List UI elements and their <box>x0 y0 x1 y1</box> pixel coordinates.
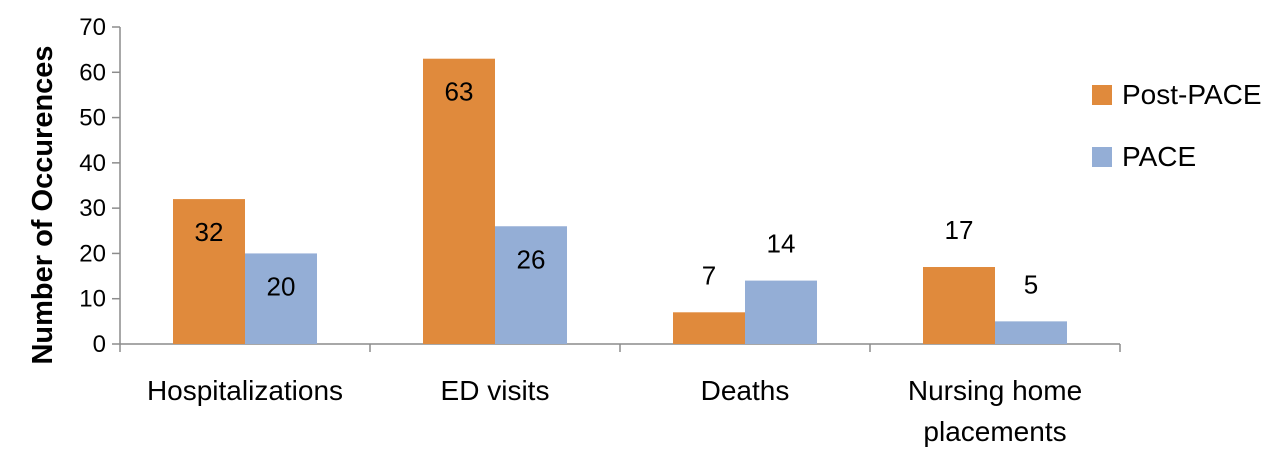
y-tick-label: 0 <box>93 331 106 358</box>
data-label: 14 <box>767 229 796 259</box>
bar-pace <box>745 280 817 344</box>
data-label: 63 <box>445 77 474 107</box>
bar-post-pace <box>923 267 995 344</box>
legend-swatch <box>1092 85 1112 105</box>
bar-pace <box>245 253 317 344</box>
legend-swatch <box>1092 147 1112 167</box>
x-category-label: Deaths <box>701 375 790 406</box>
bar-pace <box>995 321 1067 344</box>
y-tick-label: 70 <box>79 14 106 41</box>
y-axis-label: Number of Occurences <box>27 45 59 364</box>
y-tick-label: 50 <box>79 105 106 132</box>
plot-area: 0 10 20 30 40 50 60 70 32 20 Hospitalizations 63 26 E… <box>79 14 1121 447</box>
data-label: 32 <box>195 217 224 247</box>
bar-post-pace <box>673 312 745 344</box>
data-label: 20 <box>267 271 296 301</box>
bar-post-pace <box>423 58 495 344</box>
y-tick-label: 40 <box>79 150 106 177</box>
bar-pace <box>495 226 567 344</box>
legend-label: PACE <box>1122 141 1196 172</box>
data-label: 17 <box>945 215 974 245</box>
data-label: 5 <box>1024 269 1038 299</box>
data-label: 7 <box>702 260 716 290</box>
bar-post-pace <box>173 199 245 344</box>
data-label: 26 <box>517 244 546 274</box>
x-category-label: placements <box>923 416 1066 447</box>
y-tick-label: 20 <box>79 240 106 267</box>
y-tick-label: 30 <box>79 195 106 222</box>
y-tick-label: 10 <box>79 286 106 313</box>
x-category-label: Nursing home <box>908 375 1082 406</box>
legend-label: Post-PACE <box>1122 79 1262 110</box>
legend: Post-PACE PACE <box>1092 79 1262 172</box>
x-category-label: Hospitalizations <box>147 375 343 406</box>
y-tick-label: 60 <box>79 59 106 86</box>
x-category-label: ED visits <box>441 375 550 406</box>
